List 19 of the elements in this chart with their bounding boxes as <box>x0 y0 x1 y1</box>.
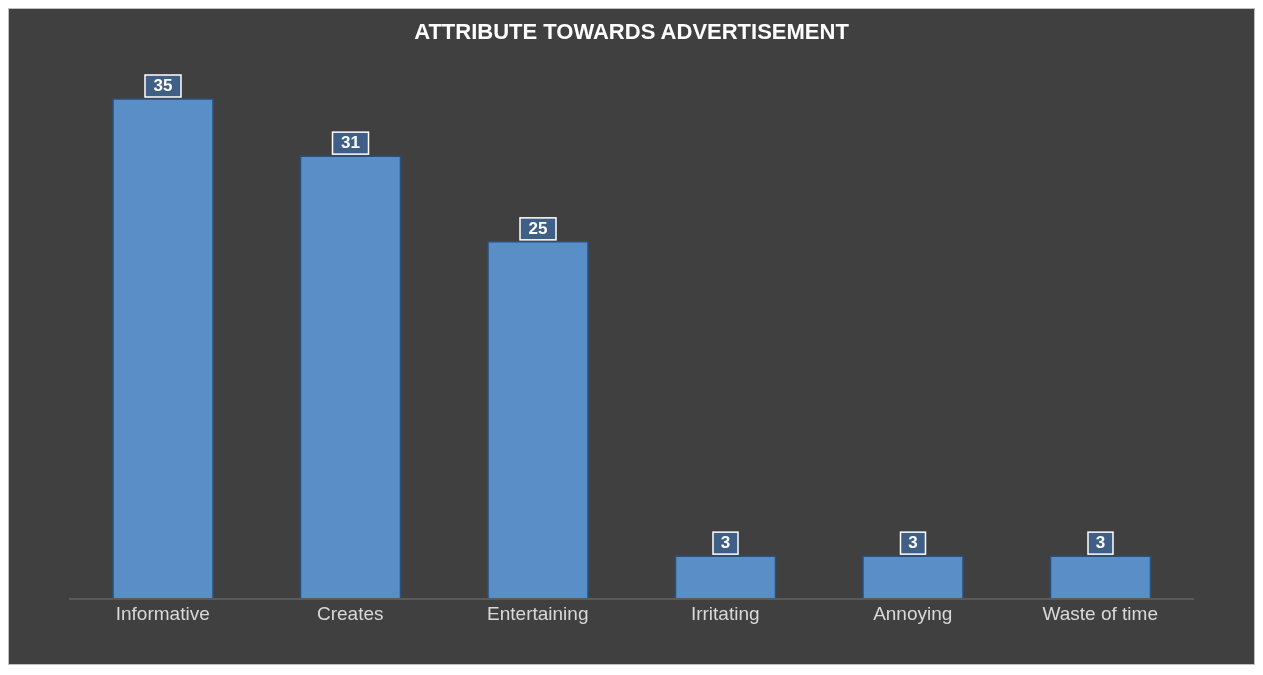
bar <box>112 98 214 600</box>
bar <box>1049 555 1152 600</box>
data-label: 35 <box>153 76 173 95</box>
data-label: 3 <box>720 533 731 553</box>
x-tick-label: Waste of time <box>1042 603 1158 625</box>
bar <box>299 155 402 600</box>
x-tick-label: Irritating <box>690 603 760 625</box>
x-tick-label: Entertaining <box>487 603 589 625</box>
bar <box>487 241 589 600</box>
data-label: 31 <box>341 133 360 153</box>
chart-title: ATTRIBUTE TOWARDS ADVERTISEMENT <box>413 18 850 46</box>
bar <box>862 555 964 600</box>
x-tick-label: Creates <box>316 603 384 625</box>
data-label: 25 <box>528 218 548 238</box>
x-tick-label: Informative <box>115 603 210 625</box>
x-tick-label: Annoying <box>873 603 953 625</box>
data-label: 3 <box>1095 533 1106 553</box>
data-label: 3 <box>908 533 918 553</box>
bar <box>674 555 777 600</box>
